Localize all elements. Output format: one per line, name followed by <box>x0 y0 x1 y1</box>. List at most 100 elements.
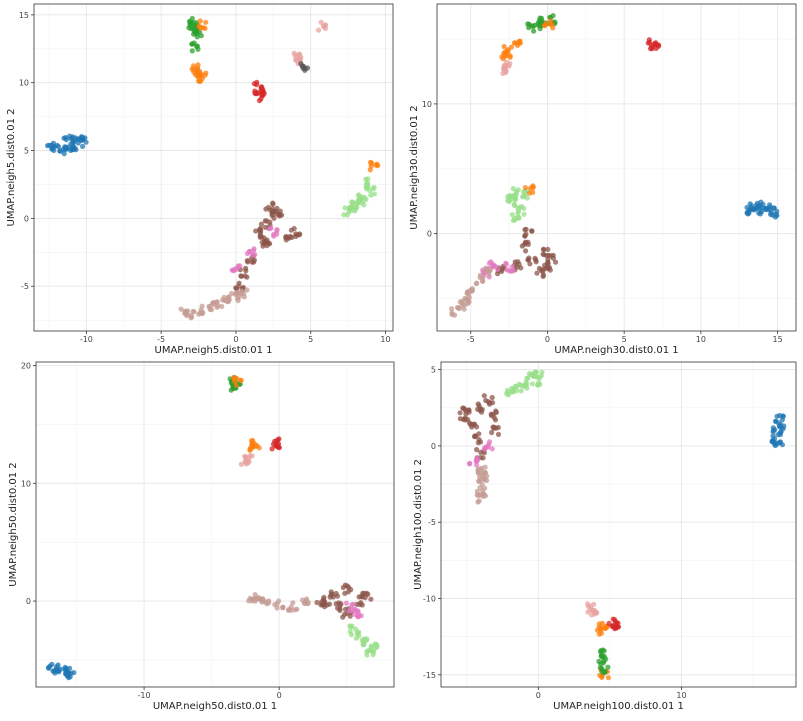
data-point <box>243 268 249 274</box>
data-point <box>54 664 60 670</box>
data-point <box>467 461 473 467</box>
cluster-10 <box>449 265 494 318</box>
data-point <box>358 600 364 606</box>
data-point <box>52 668 58 674</box>
cluster-6 <box>585 601 600 618</box>
data-point <box>370 652 376 658</box>
data-point <box>354 601 360 607</box>
data-point <box>514 42 521 49</box>
y-tick-label: 10 <box>19 79 29 88</box>
data-point <box>545 256 551 262</box>
data-point <box>261 235 267 241</box>
data-point <box>513 188 519 194</box>
data-point <box>546 265 552 271</box>
data-point <box>512 217 518 223</box>
data-point <box>596 631 602 637</box>
data-point <box>485 267 491 273</box>
data-point <box>509 212 515 218</box>
data-point <box>523 226 529 232</box>
data-point <box>361 637 367 643</box>
panel-1: -10 -5 0 5 10 -5 0 5 10 15 UMAP.neigh5.dist0.01 1 U… <box>6 3 394 356</box>
data-point <box>254 79 260 85</box>
data-point <box>457 299 463 305</box>
data-point <box>235 297 241 304</box>
data-point <box>465 416 471 422</box>
x-tick-label: 15 <box>772 335 782 344</box>
data-point <box>257 234 263 240</box>
data-point <box>550 255 557 261</box>
data-point <box>327 594 333 600</box>
data-point <box>461 416 467 423</box>
data-point <box>354 204 360 210</box>
data-point <box>46 665 52 671</box>
y-tick-label: 20 <box>21 362 31 371</box>
panel-4: 0 10 5 0 -5 -10 -15 UMAP.neigh100.dist0.01 1 UMA… <box>413 361 797 712</box>
x-tick-label: 10 <box>380 335 390 344</box>
panel-border <box>35 361 395 688</box>
data-point <box>345 589 351 595</box>
data-point <box>232 378 238 385</box>
data-point <box>197 78 203 84</box>
data-point <box>344 583 350 589</box>
data-point <box>615 620 621 626</box>
data-point <box>280 604 286 611</box>
data-point <box>533 259 539 265</box>
data-point <box>58 666 64 672</box>
data-point <box>449 306 455 312</box>
data-point <box>770 433 776 439</box>
data-point <box>189 314 195 320</box>
y-tick-label: 10 <box>21 479 31 488</box>
data-point <box>49 146 55 152</box>
data-point <box>322 25 328 31</box>
data-point <box>238 377 244 383</box>
data-point <box>362 595 368 601</box>
cluster-8 <box>343 600 364 620</box>
data-point <box>252 595 258 602</box>
data-point <box>238 461 244 467</box>
data-point <box>774 413 780 419</box>
cluster-2 <box>504 369 545 398</box>
data-point <box>242 453 248 460</box>
data-point <box>460 405 466 411</box>
data-point <box>67 665 73 672</box>
data-point <box>355 608 361 614</box>
data-point <box>215 303 221 309</box>
data-point <box>247 447 253 453</box>
panel-2: -5 0 5 10 15 0 10 UMAP.neigh30.dist0.01 1 UMAP.n… <box>409 3 797 356</box>
cluster-4 <box>238 453 255 467</box>
data-point <box>606 620 612 627</box>
cluster-5 <box>269 436 282 452</box>
data-point <box>773 418 779 424</box>
data-point <box>50 140 57 146</box>
data-point <box>527 261 533 267</box>
y-tick-label: -10 <box>423 595 436 604</box>
data-point <box>335 605 341 611</box>
data-point <box>226 297 232 303</box>
data-point <box>457 410 463 416</box>
data-point <box>486 260 492 266</box>
plot-background <box>441 362 796 687</box>
data-point <box>481 393 487 399</box>
data-point <box>352 611 358 617</box>
data-point <box>340 614 346 620</box>
data-point <box>529 228 535 234</box>
data-point <box>489 446 495 452</box>
data-point <box>46 142 52 148</box>
data-point <box>505 194 511 200</box>
x-tick-label: 5 <box>308 335 313 344</box>
data-point <box>489 394 495 401</box>
data-point <box>221 297 228 303</box>
data-point <box>654 42 660 48</box>
data-point <box>474 280 480 286</box>
data-point <box>598 649 604 655</box>
data-point <box>60 147 66 153</box>
x-axis-title: UMAP.neigh30.dist0.01 1 <box>554 345 678 356</box>
data-point <box>490 400 496 406</box>
data-point <box>187 19 193 25</box>
data-point <box>352 626 359 632</box>
data-point <box>767 207 773 213</box>
data-point <box>368 159 374 165</box>
y-tick-label: 15 <box>19 11 29 20</box>
cluster-11 <box>178 287 250 321</box>
